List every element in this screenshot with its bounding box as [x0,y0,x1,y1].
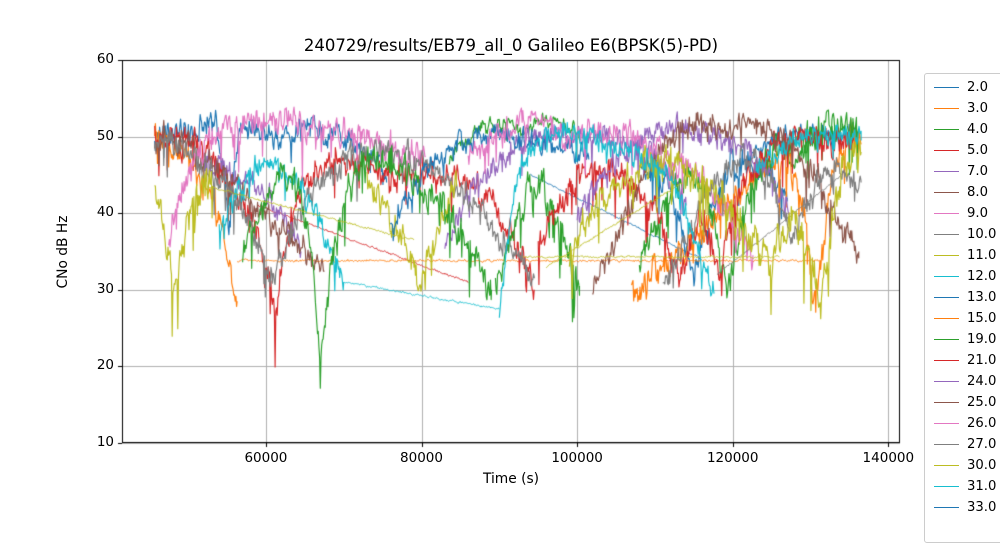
legend-label: 21.0 [967,353,997,368]
legend-line-swatch [934,234,959,235]
legend-item: 12.0 [934,266,1000,287]
legend-line-swatch [934,318,959,319]
x-tick-label: 100000 [551,450,603,466]
legend-line-swatch [934,486,959,487]
legend-label: 12.0 [967,269,997,284]
legend-label: 7.0 [967,164,988,179]
legend-line-swatch [934,129,959,130]
legend-line-swatch [934,402,959,403]
legend-line-swatch [934,423,959,424]
legend-line-swatch [934,276,959,277]
legend-label: 3.0 [967,101,988,116]
legend-line-swatch [934,444,959,445]
legend-label: 24.0 [967,374,997,389]
legend-label: 8.0 [967,185,988,200]
legend-line-swatch [934,108,959,109]
legend-item: 13.0 [934,287,1000,308]
legend-label: 13.0 [967,290,997,305]
legend-item: 11.0 [934,245,1000,266]
x-tick-label: 80000 [400,450,443,466]
legend-line-swatch [934,465,959,466]
x-tick-label: 60000 [244,450,288,466]
legend-line-swatch [934,339,959,340]
legend-item: 21.0 [934,350,1000,371]
y-tick-label: 10 [96,434,114,450]
legend-item: 19.0 [934,329,1000,350]
legend-line-swatch [934,360,959,361]
legend-label: 33.0 [967,500,997,515]
legend-line-swatch [934,255,959,256]
legend-item: 3.0 [934,98,1000,119]
legend-line-swatch [934,381,959,382]
legend-item: 33.0 [934,497,1000,518]
legend-item: 25.0 [934,392,1000,413]
legend-label: 15.0 [967,311,997,326]
legend-item: 26.0 [934,413,1000,434]
legend-label: 4.0 [967,122,988,137]
legend-label: 26.0 [967,416,997,431]
legend-label: 27.0 [967,437,997,452]
y-tick-label: 50 [96,127,114,144]
legend: 2.0 3.0 4.0 5.0 7.0 8.0 9.0 10.0 11.0 12.0 13.0 15.… [924,73,1000,543]
y-axis-label: CNo dB Hz [55,215,71,289]
legend-item: 27.0 [934,434,1000,455]
legend-label: 11.0 [967,248,997,263]
legend-label: 19.0 [967,332,997,347]
legend-line-swatch [934,87,959,88]
y-tick-label: 60 [96,51,114,67]
legend-item: 4.0 [934,119,1000,140]
legend-line-swatch [934,507,959,508]
legend-line-swatch [934,171,959,172]
legend-line-swatch [934,213,959,214]
legend-label: 25.0 [967,395,997,410]
legend-label: 2.0 [967,80,988,95]
legend-line-swatch [934,150,959,151]
legend-label: 10.0 [967,227,997,242]
legend-label: 30.0 [967,458,997,473]
x-tick-label: 120000 [706,450,759,466]
legend-label: 9.0 [967,206,988,221]
legend-item: 24.0 [934,371,1000,392]
legend-item: 5.0 [934,140,1000,161]
y-tick-label: 30 [96,280,114,297]
legend-label: 31.0 [967,479,997,494]
x-axis-label: Time (s) [482,471,540,487]
y-tick-label: 20 [96,357,114,374]
legend-item: 30.0 [934,455,1000,476]
legend-label: 5.0 [967,143,988,158]
chart-canvas [0,0,1000,500]
legend-item: 10.0 [934,224,1000,245]
plot-title: 240729/results/EB79_all_0 Galileo E6(BPS… [303,36,719,55]
legend-item: 31.0 [934,476,1000,497]
legend-item: 9.0 [934,203,1000,224]
x-tick-label: 140000 [862,450,915,466]
legend-item: 2.0 [934,77,1000,98]
legend-line-swatch [934,297,959,298]
legend-item: 15.0 [934,308,1000,329]
y-tick-label: 40 [96,204,114,221]
legend-line-swatch [934,192,959,193]
legend-item: 7.0 [934,161,1000,182]
legend-item: 8.0 [934,182,1000,203]
